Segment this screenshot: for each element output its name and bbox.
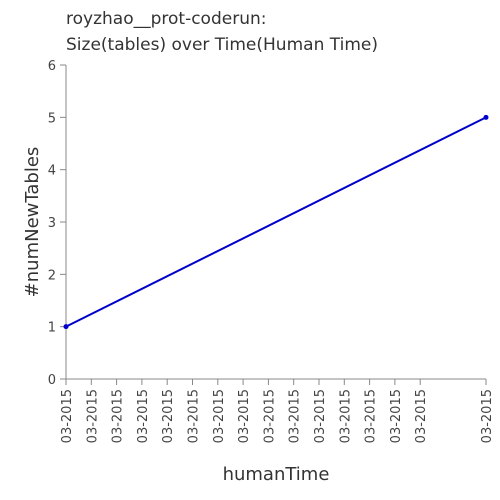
x-tick-label: 03-2015: [60, 389, 75, 443]
x-tick-label: 03-2015: [111, 389, 126, 443]
y-tick-label: 6: [48, 59, 56, 74]
chart-title-line-1: royzhao__prot-coderun:: [66, 9, 266, 29]
y-tick-label: 0: [48, 373, 56, 388]
x-tick-label: 03-2015: [364, 389, 379, 443]
x-tick-label: 03-2015: [338, 389, 353, 443]
x-tick-label: 03-2015: [237, 389, 252, 443]
y-tick-label: 3: [48, 216, 56, 231]
chart-title-line-2: Size(tables) over Time(Human Time): [66, 35, 378, 55]
y-axis-label: #numNewTables: [22, 147, 43, 298]
x-tick-label: 03-2015: [262, 389, 277, 443]
y-ticks: 0 1 2 3 4 5 6: [48, 59, 66, 388]
x-tick-label: 03-2015: [389, 389, 404, 443]
x-tick-label: 03-2015: [136, 389, 151, 443]
y-tick-label: 1: [48, 321, 56, 336]
y-tick-label: 4: [48, 164, 56, 179]
y-tick-label: 5: [48, 111, 56, 126]
data-point: [483, 114, 489, 120]
x-tick-label: 03-2015: [480, 389, 495, 443]
y-tick-label: 2: [48, 268, 56, 283]
series-group: [63, 114, 489, 330]
x-ticks: 03-2015 03-2015 03-2015 03-2015 03-2015 03-20…: [60, 379, 495, 443]
x-tick-label: 03-2015: [414, 389, 429, 443]
x-tick-label: 03-2015: [187, 389, 202, 443]
series-line: [65, 116, 487, 328]
x-tick-label: 03-2015: [85, 389, 100, 443]
data-point: [63, 324, 69, 330]
x-tick-label: 03-2015: [212, 389, 227, 443]
x-tick-label: 03-2015: [161, 389, 176, 443]
x-tick-label: 03-2015: [288, 389, 303, 443]
x-tick-label: 03-2015: [313, 389, 328, 443]
x-axis-label: humanTime: [223, 464, 330, 485]
